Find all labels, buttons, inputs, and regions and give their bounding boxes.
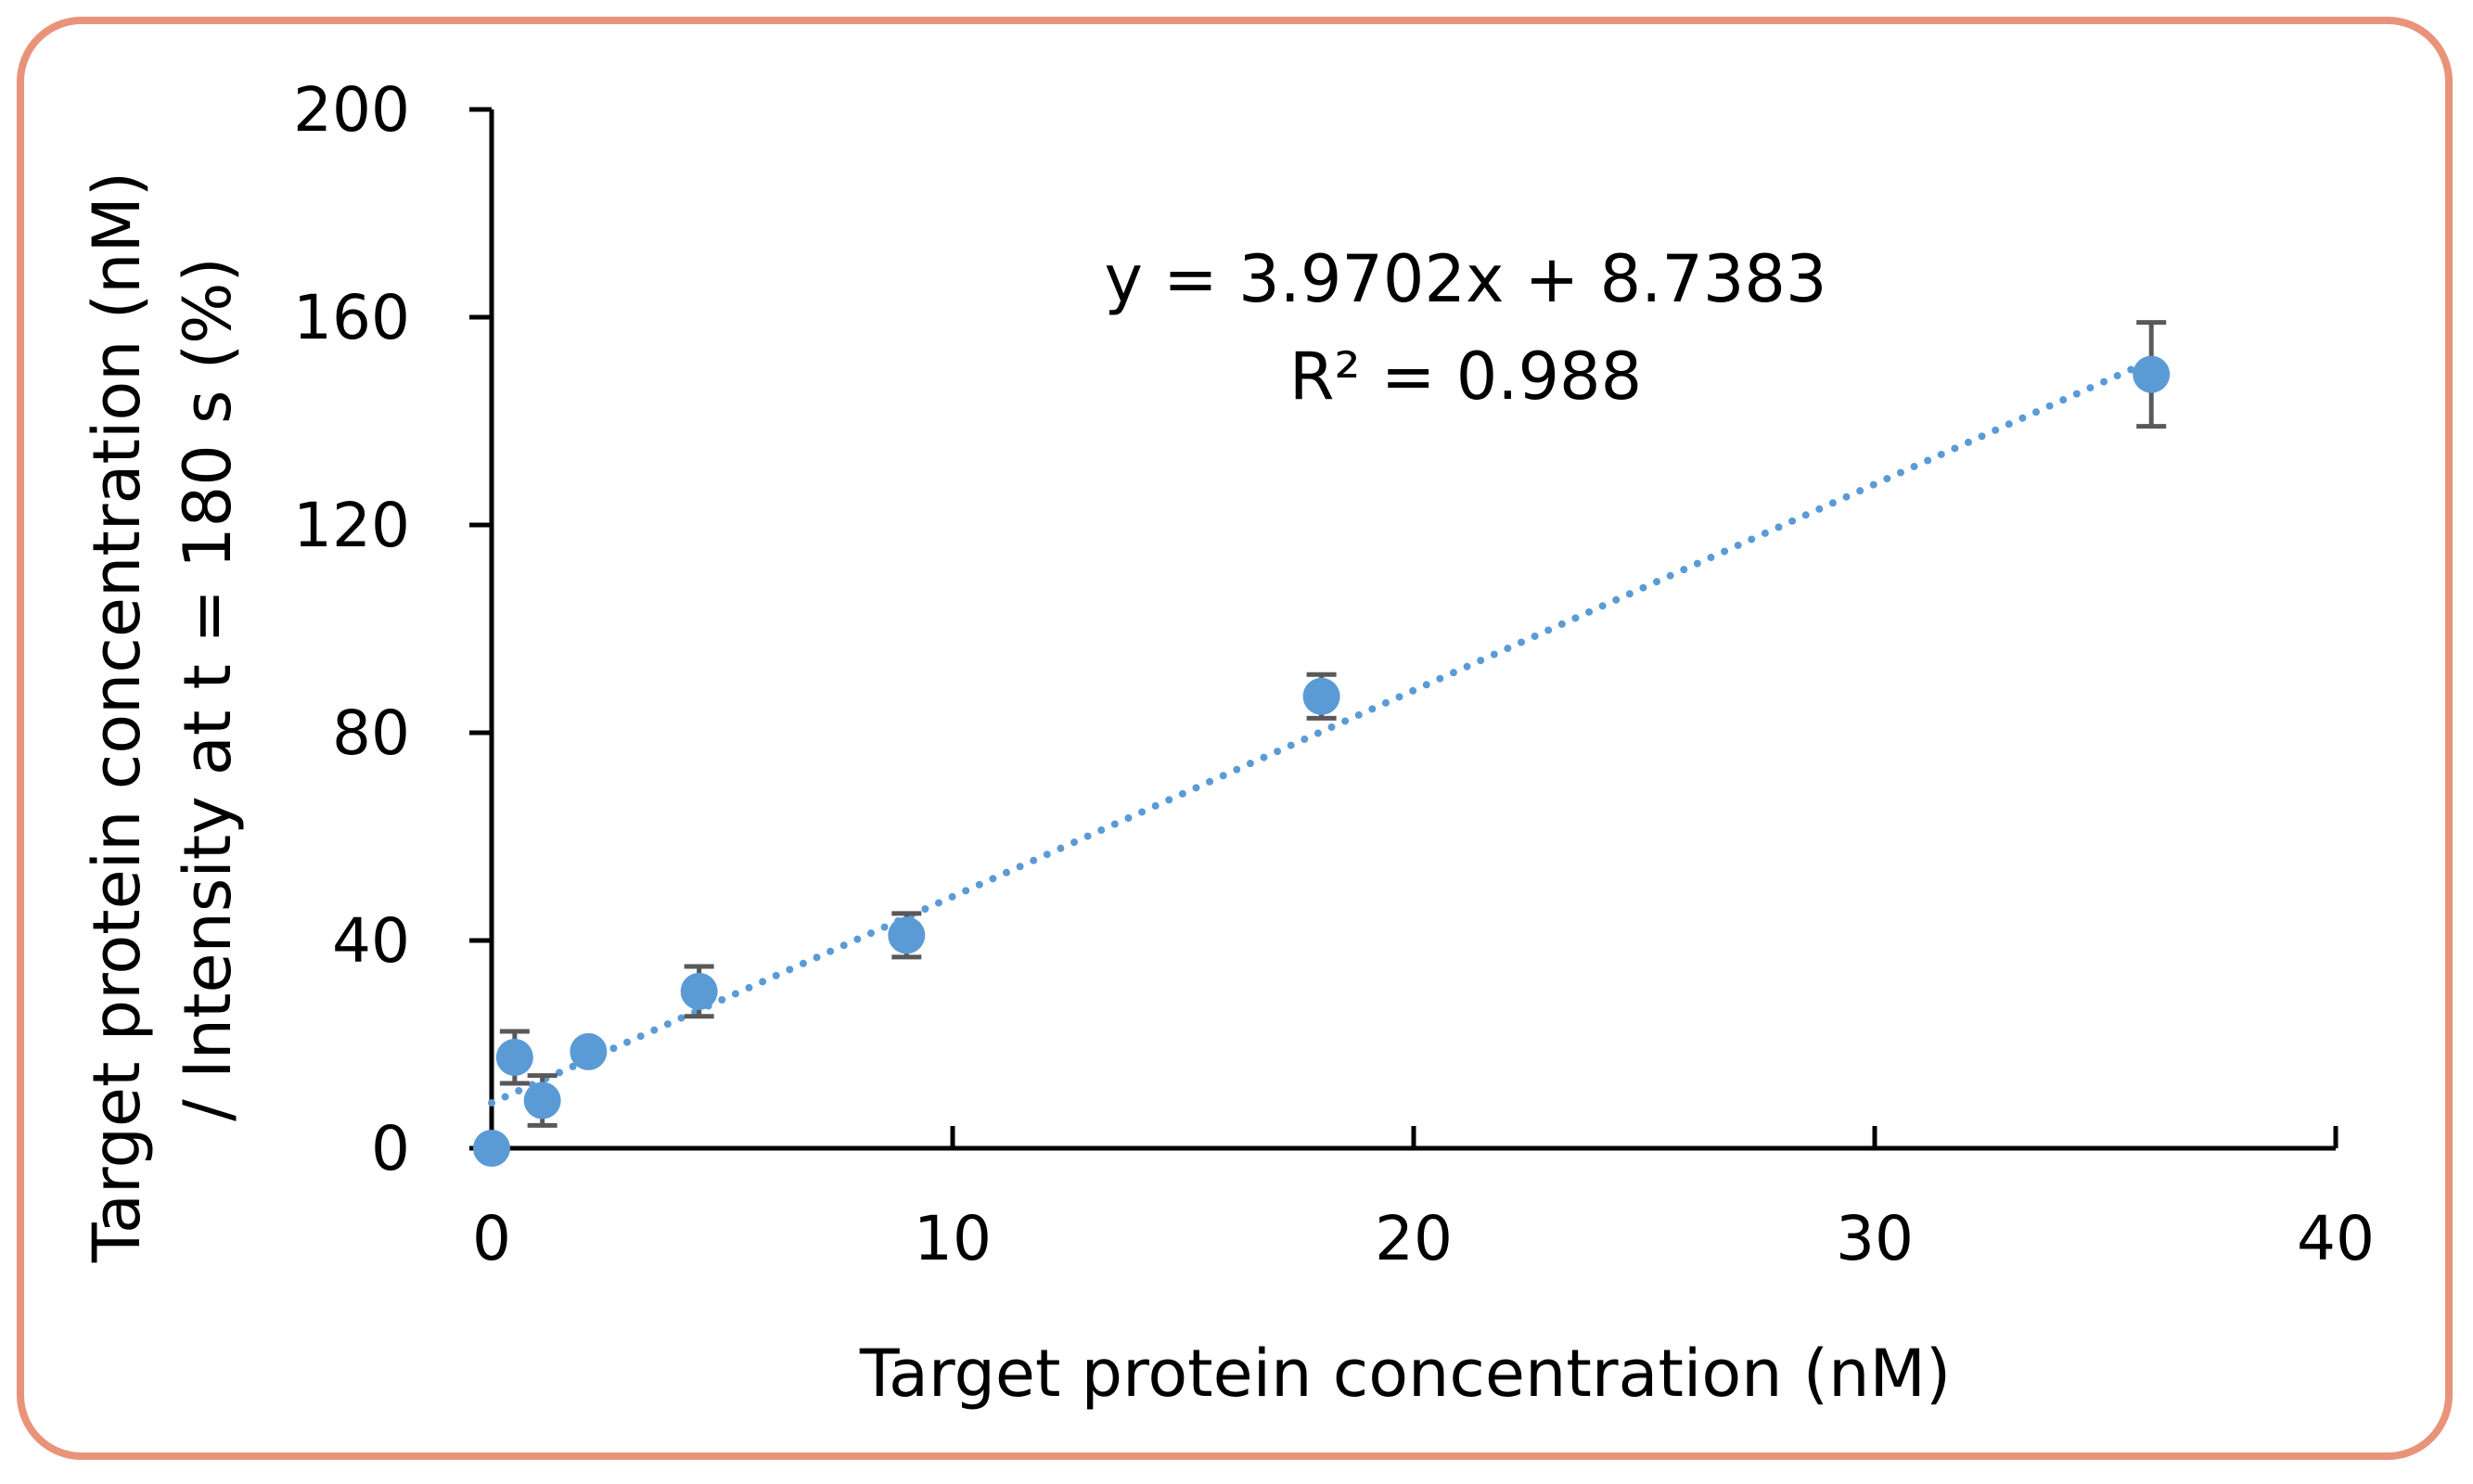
chart-frame — [17, 17, 2453, 1460]
data-point — [888, 916, 926, 954]
y-tick-label: 120 — [293, 490, 410, 561]
y-tick-label: 0 — [371, 1113, 410, 1184]
y-tick-label: 80 — [332, 697, 410, 769]
data-point — [523, 1081, 561, 1119]
x-tick-label: 20 — [1375, 1203, 1453, 1274]
data-point — [2133, 355, 2171, 393]
data-point — [473, 1130, 510, 1167]
data-point — [495, 1039, 533, 1076]
linear-trendline — [488, 356, 2156, 1107]
data-points — [473, 355, 2171, 1167]
data-point — [1302, 677, 1340, 715]
x-tick-label: 0 — [472, 1203, 511, 1274]
x-tick-label: 40 — [2297, 1203, 2375, 1274]
data-point — [680, 972, 718, 1010]
y-tick-label: 200 — [293, 74, 410, 146]
y-tick-label: 160 — [293, 282, 410, 353]
y-axis-title-line-1: Target protein concentration (nM) — [79, 172, 155, 1263]
y-axis-ticks: 0 40 80 120 160 200 — [293, 74, 492, 1184]
y-tick-label: 40 — [332, 905, 410, 977]
r-squared-label: R² = 0.988 — [1289, 339, 1642, 415]
x-axis-title: Target protein concentration (nM) — [859, 1336, 1951, 1412]
x-tick-label: 10 — [914, 1203, 992, 1274]
y-axis-title-line-2: / Intensity at t = 180 s (%) — [170, 257, 246, 1121]
data-point — [570, 1032, 608, 1070]
x-tick-label: 30 — [1836, 1203, 1914, 1274]
trendline-equation: y = 3.9702x + 8.7383 — [1104, 241, 1826, 317]
